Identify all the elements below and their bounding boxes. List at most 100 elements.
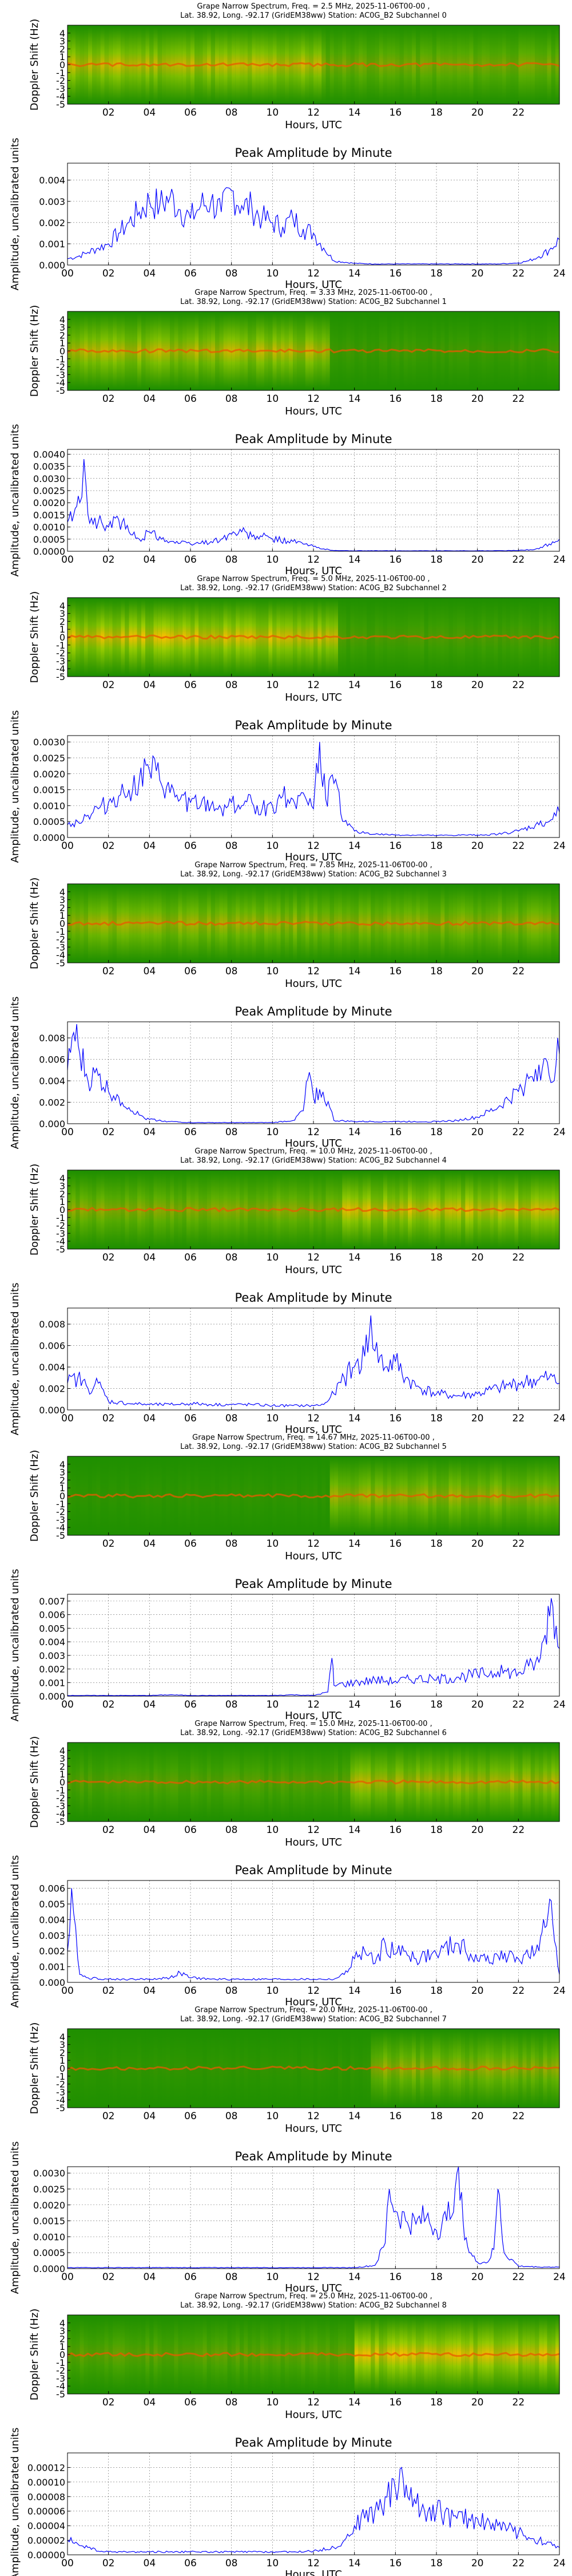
- spectrogram-column: [117, 25, 121, 104]
- spectrogram-column: [293, 1170, 297, 1249]
- amplitude-xtick-label: 16: [390, 840, 402, 852]
- spectrogram-column: [276, 1456, 281, 1535]
- amplitude-xlabel: Hours, UTC: [285, 1710, 342, 1722]
- spectrogram-column: [465, 2029, 470, 2108]
- spectrogram-column: [88, 25, 93, 104]
- spectrogram-title-line2: Lat. 38.92, Long. -92.17 (GridEM38ww) St…: [180, 1729, 447, 1737]
- amplitude-xtick-label: 16: [390, 2558, 402, 2569]
- spectrogram-column: [112, 2315, 117, 2394]
- amplitude-xtick-label: 12: [307, 1413, 320, 1424]
- spectrogram-ytick-label: 0: [59, 346, 65, 357]
- spectrogram-xlabel: Hours, UTC: [285, 405, 342, 417]
- spectrogram-xlabel: Hours, UTC: [285, 1550, 342, 1562]
- spectrogram-column: [342, 25, 347, 104]
- amplitude-xlabel: Hours, UTC: [285, 279, 342, 291]
- spectrogram-column: [80, 311, 85, 390]
- amplitude-xtick-label: 00: [61, 268, 74, 279]
- spectrogram-xtick-label: 14: [348, 1824, 361, 1836]
- spectrogram-ytick-label: -2: [56, 934, 65, 945]
- amplitude-ytick-label: 0.0005: [33, 534, 65, 545]
- amplitude-xtick-label: 14: [348, 1985, 361, 1997]
- spectrogram-title-line1: Grape Narrow Spectrum, Freq. = 20.0 MHz,…: [194, 2006, 432, 2014]
- spectrogram-xtick-label: 04: [144, 2111, 156, 2122]
- spectrogram-column: [284, 25, 289, 104]
- spectrogram-column: [153, 598, 158, 677]
- spectrogram-column: [486, 1456, 490, 1535]
- amplitude-ytick-label: 0.008: [39, 1319, 65, 1330]
- spectrogram-title-line1: Grape Narrow Spectrum, Freq. = 25.0 MHz,…: [194, 2292, 432, 2301]
- spectrogram-xtick-label: 20: [471, 2397, 484, 2408]
- spectrogram-xtick-label: 04: [144, 393, 156, 405]
- spectrogram-column: [170, 2029, 174, 2108]
- amplitude-ytick-label: 0.002: [39, 218, 65, 228]
- amplitude-series-line: [67, 1888, 560, 1981]
- amplitude-ytick-label: 0.004: [39, 1076, 65, 1086]
- spectrogram-xtick-label: 10: [267, 2397, 279, 2408]
- spectrogram-ylabel: Doppler Shift (Hz): [29, 1164, 41, 1256]
- spectrogram-column: [465, 2315, 470, 2394]
- amplitude-title: Peak Amplitude by Minute: [235, 1291, 392, 1305]
- spectrogram-xtick-label: 02: [102, 966, 115, 977]
- spectrogram-xtick-label: 06: [184, 1824, 197, 1836]
- spectrogram-xtick-label: 16: [390, 966, 402, 977]
- amplitude-xlabel: Hours, UTC: [285, 1137, 342, 1149]
- spectrogram-ytick-label: -2: [56, 648, 65, 659]
- spectrogram-image: [67, 1456, 560, 1535]
- spectrogram-carrier-trace: [67, 2065, 560, 2071]
- amplitude-xtick-label: 18: [430, 1127, 443, 1138]
- spectrogram-carrier-trace: [67, 1779, 560, 1785]
- spectrogram-xtick-label: 20: [471, 1824, 484, 1836]
- spectrogram-column: [456, 2315, 462, 2394]
- amplitude-xtick-label: 12: [307, 554, 320, 566]
- spectrogram-ytick-label: 4: [59, 600, 65, 611]
- amplitude-plot-bg: [67, 1880, 559, 1982]
- spectrogram-column: [231, 598, 236, 677]
- amplitude-ytick-label: 0.004: [39, 175, 65, 186]
- spectrogram-xlabel: Hours, UTC: [285, 2409, 342, 2421]
- spectrogram-column: [219, 25, 224, 104]
- amplitude-xtick-label: 04: [144, 840, 156, 852]
- spectrogram-column: [223, 2315, 228, 2394]
- spectrogram-ytick-label: -3: [56, 942, 65, 953]
- amplitude-xtick-label: 08: [225, 1985, 238, 1997]
- spectrogram-column: [535, 598, 539, 677]
- amplitude-xtick-label: 00: [61, 1413, 74, 1424]
- panel-0: Grape Narrow Spectrum, Freq. = 2.5 MHz, …: [9, 2, 566, 291]
- amplitude-title: Peak Amplitude by Minute: [235, 2150, 392, 2163]
- spectrogram-column: [186, 2315, 191, 2394]
- amplitude-frame: [67, 1880, 560, 1983]
- spectrogram-xtick-label: 12: [307, 393, 320, 405]
- spectrogram-column: [235, 598, 240, 677]
- spectrogram-xtick-label: 02: [102, 107, 115, 118]
- amplitude-xlabel: Hours, UTC: [285, 2569, 342, 2576]
- amplitude-xtick-label: 16: [390, 1699, 402, 1710]
- amplitude-xtick-label: 12: [307, 2558, 320, 2569]
- spectrogram-ytick-label: 3: [59, 895, 65, 906]
- amplitude-ytick-label: 0.00010: [27, 2477, 65, 2488]
- spectrogram-title-line1: Grape Narrow Spectrum, Freq. = 2.5 MHz, …: [197, 2, 430, 11]
- spectrogram-column: [363, 2315, 367, 2394]
- amplitude-frame: [67, 2452, 560, 2555]
- spectrogram-column: [100, 25, 105, 104]
- spectrogram-column: [313, 884, 318, 963]
- spectrogram-column: [367, 1743, 371, 1822]
- spectrogram-column: [399, 1456, 404, 1535]
- spectrogram-column: [494, 311, 499, 390]
- amplitude-xtick-label: 00: [61, 1985, 74, 1997]
- amplitude-xtick-label: 20: [471, 554, 484, 566]
- spectrogram-column: [395, 1743, 400, 1822]
- spectrogram-column: [514, 311, 519, 390]
- amplitude-xtick-label: 04: [144, 268, 156, 279]
- spectrogram-ylabel: Doppler Shift (Hz): [29, 19, 41, 111]
- spectrogram-column: [481, 598, 486, 677]
- spectrogram-ytick-label: 4: [59, 1745, 65, 1756]
- spectrogram-column: [272, 598, 277, 677]
- spectrogram-column: [383, 1170, 388, 1249]
- spectrogram-column: [530, 25, 535, 104]
- spectrogram-column: [129, 311, 134, 390]
- spectrogram-ytick-label: 1: [59, 52, 65, 62]
- spectrogram-column: [502, 2315, 507, 2394]
- spectrogram-title-line2: Lat. 38.92, Long. -92.17 (GridEM38ww) St…: [180, 584, 447, 592]
- spectrogram-xtick-label: 12: [307, 679, 320, 691]
- spectrogram-column: [268, 2029, 273, 2108]
